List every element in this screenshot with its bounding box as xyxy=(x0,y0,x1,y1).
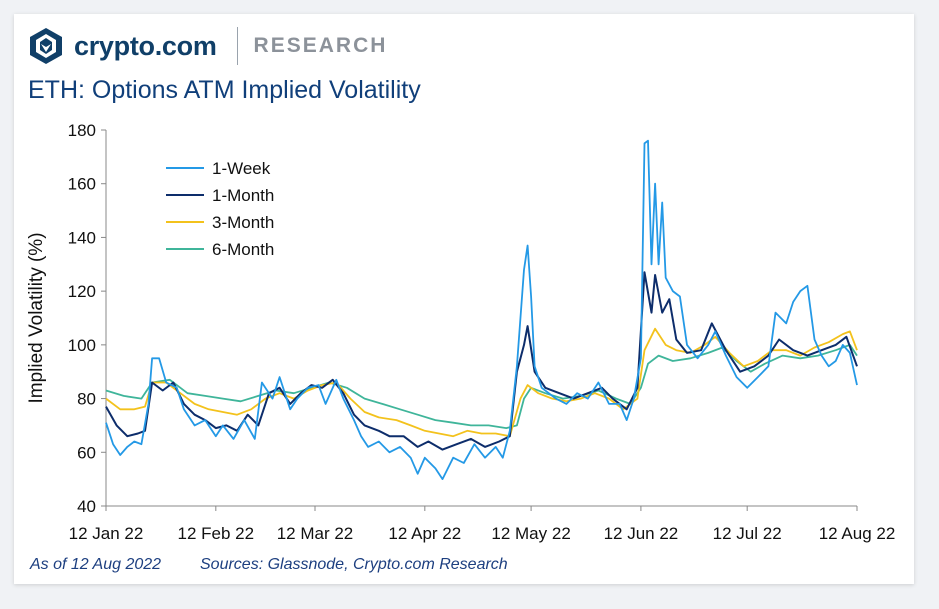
y-tick-label: 60 xyxy=(77,443,96,462)
legend-label: 1-Week xyxy=(212,159,271,178)
x-tick-label: 12 Jan 22 xyxy=(69,524,144,543)
y-tick-label: 80 xyxy=(77,390,96,409)
x-axis: 12 Jan 22 12 Feb 22 12 Mar 22 12 Apr 22 12 M… xyxy=(69,506,896,543)
y-tick-label: 180 xyxy=(68,121,96,140)
y-axis-label: Implied Volatility (%) xyxy=(26,232,47,403)
x-tick-label: 12 Jul 22 xyxy=(713,524,782,543)
y-tick-label: 140 xyxy=(68,228,96,247)
x-tick-label: 12 Jun 22 xyxy=(604,524,679,543)
series-line-1-month xyxy=(106,272,857,449)
y-tick-label: 100 xyxy=(68,336,96,355)
x-tick-label: 12 Apr 22 xyxy=(388,524,461,543)
x-tick-label: 12 Aug 22 xyxy=(819,524,896,543)
legend: 1-Week 1-Month 3-Month 6-Month xyxy=(166,159,274,259)
y-axis: 40 60 80 100 120 140 160 180 xyxy=(68,121,106,516)
x-tick-label: 12 Feb 22 xyxy=(178,524,255,543)
y-tick-label: 40 xyxy=(77,497,96,516)
legend-label: 1-Month xyxy=(212,186,274,205)
legend-label: 3-Month xyxy=(212,213,274,232)
sources-note: Sources: Glassnode, Crypto.com Research xyxy=(200,556,508,574)
y-tick-label: 120 xyxy=(68,282,96,301)
y-tick-label: 160 xyxy=(68,175,96,194)
x-tick-label: 12 May 22 xyxy=(491,524,570,543)
chart-card: crypto.com RESEARCH ETH: Options ATM Imp… xyxy=(14,14,914,584)
legend-label: 6-Month xyxy=(212,240,274,259)
as-of-note: As of 12 Aug 2022 xyxy=(30,556,161,574)
x-tick-label: 12 Mar 22 xyxy=(277,524,354,543)
series-line-3-month xyxy=(106,329,857,437)
line-chart: 40 60 80 100 120 140 160 180 12 Jan 22 12 Feb 22… xyxy=(14,14,914,584)
series-line-6-month xyxy=(106,345,857,428)
